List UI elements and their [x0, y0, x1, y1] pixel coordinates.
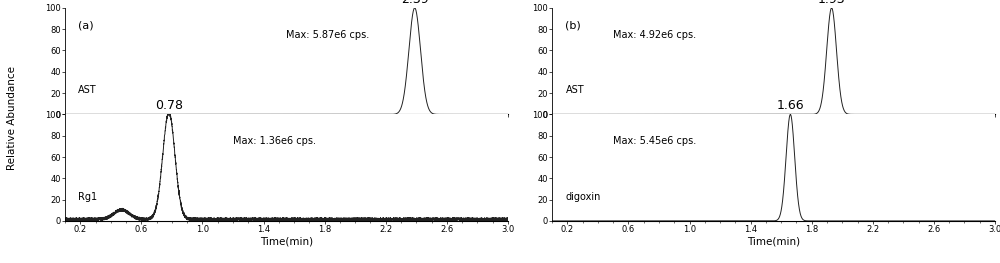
X-axis label: Time(min): Time(min) — [260, 237, 313, 247]
Text: AST: AST — [565, 85, 584, 95]
Text: 2.39: 2.39 — [401, 0, 429, 6]
Text: (a): (a) — [78, 21, 94, 31]
Text: AST: AST — [78, 85, 97, 95]
Text: Max: 4.92e6 cps.: Max: 4.92e6 cps. — [613, 30, 696, 40]
Text: 0.78: 0.78 — [155, 99, 183, 112]
Text: Relative Abundance: Relative Abundance — [7, 66, 17, 170]
Text: digoxin: digoxin — [565, 192, 601, 202]
Text: Max: 5.45e6 cps.: Max: 5.45e6 cps. — [613, 136, 696, 146]
Text: Max: 5.87e6 cps.: Max: 5.87e6 cps. — [286, 30, 370, 40]
Text: 1.66: 1.66 — [777, 99, 804, 112]
Text: Rg1: Rg1 — [78, 192, 97, 202]
Text: Max: 1.36e6 cps.: Max: 1.36e6 cps. — [233, 136, 316, 146]
Text: 1.93: 1.93 — [818, 0, 845, 6]
Text: (b): (b) — [565, 21, 581, 31]
X-axis label: Time(min): Time(min) — [747, 237, 800, 247]
